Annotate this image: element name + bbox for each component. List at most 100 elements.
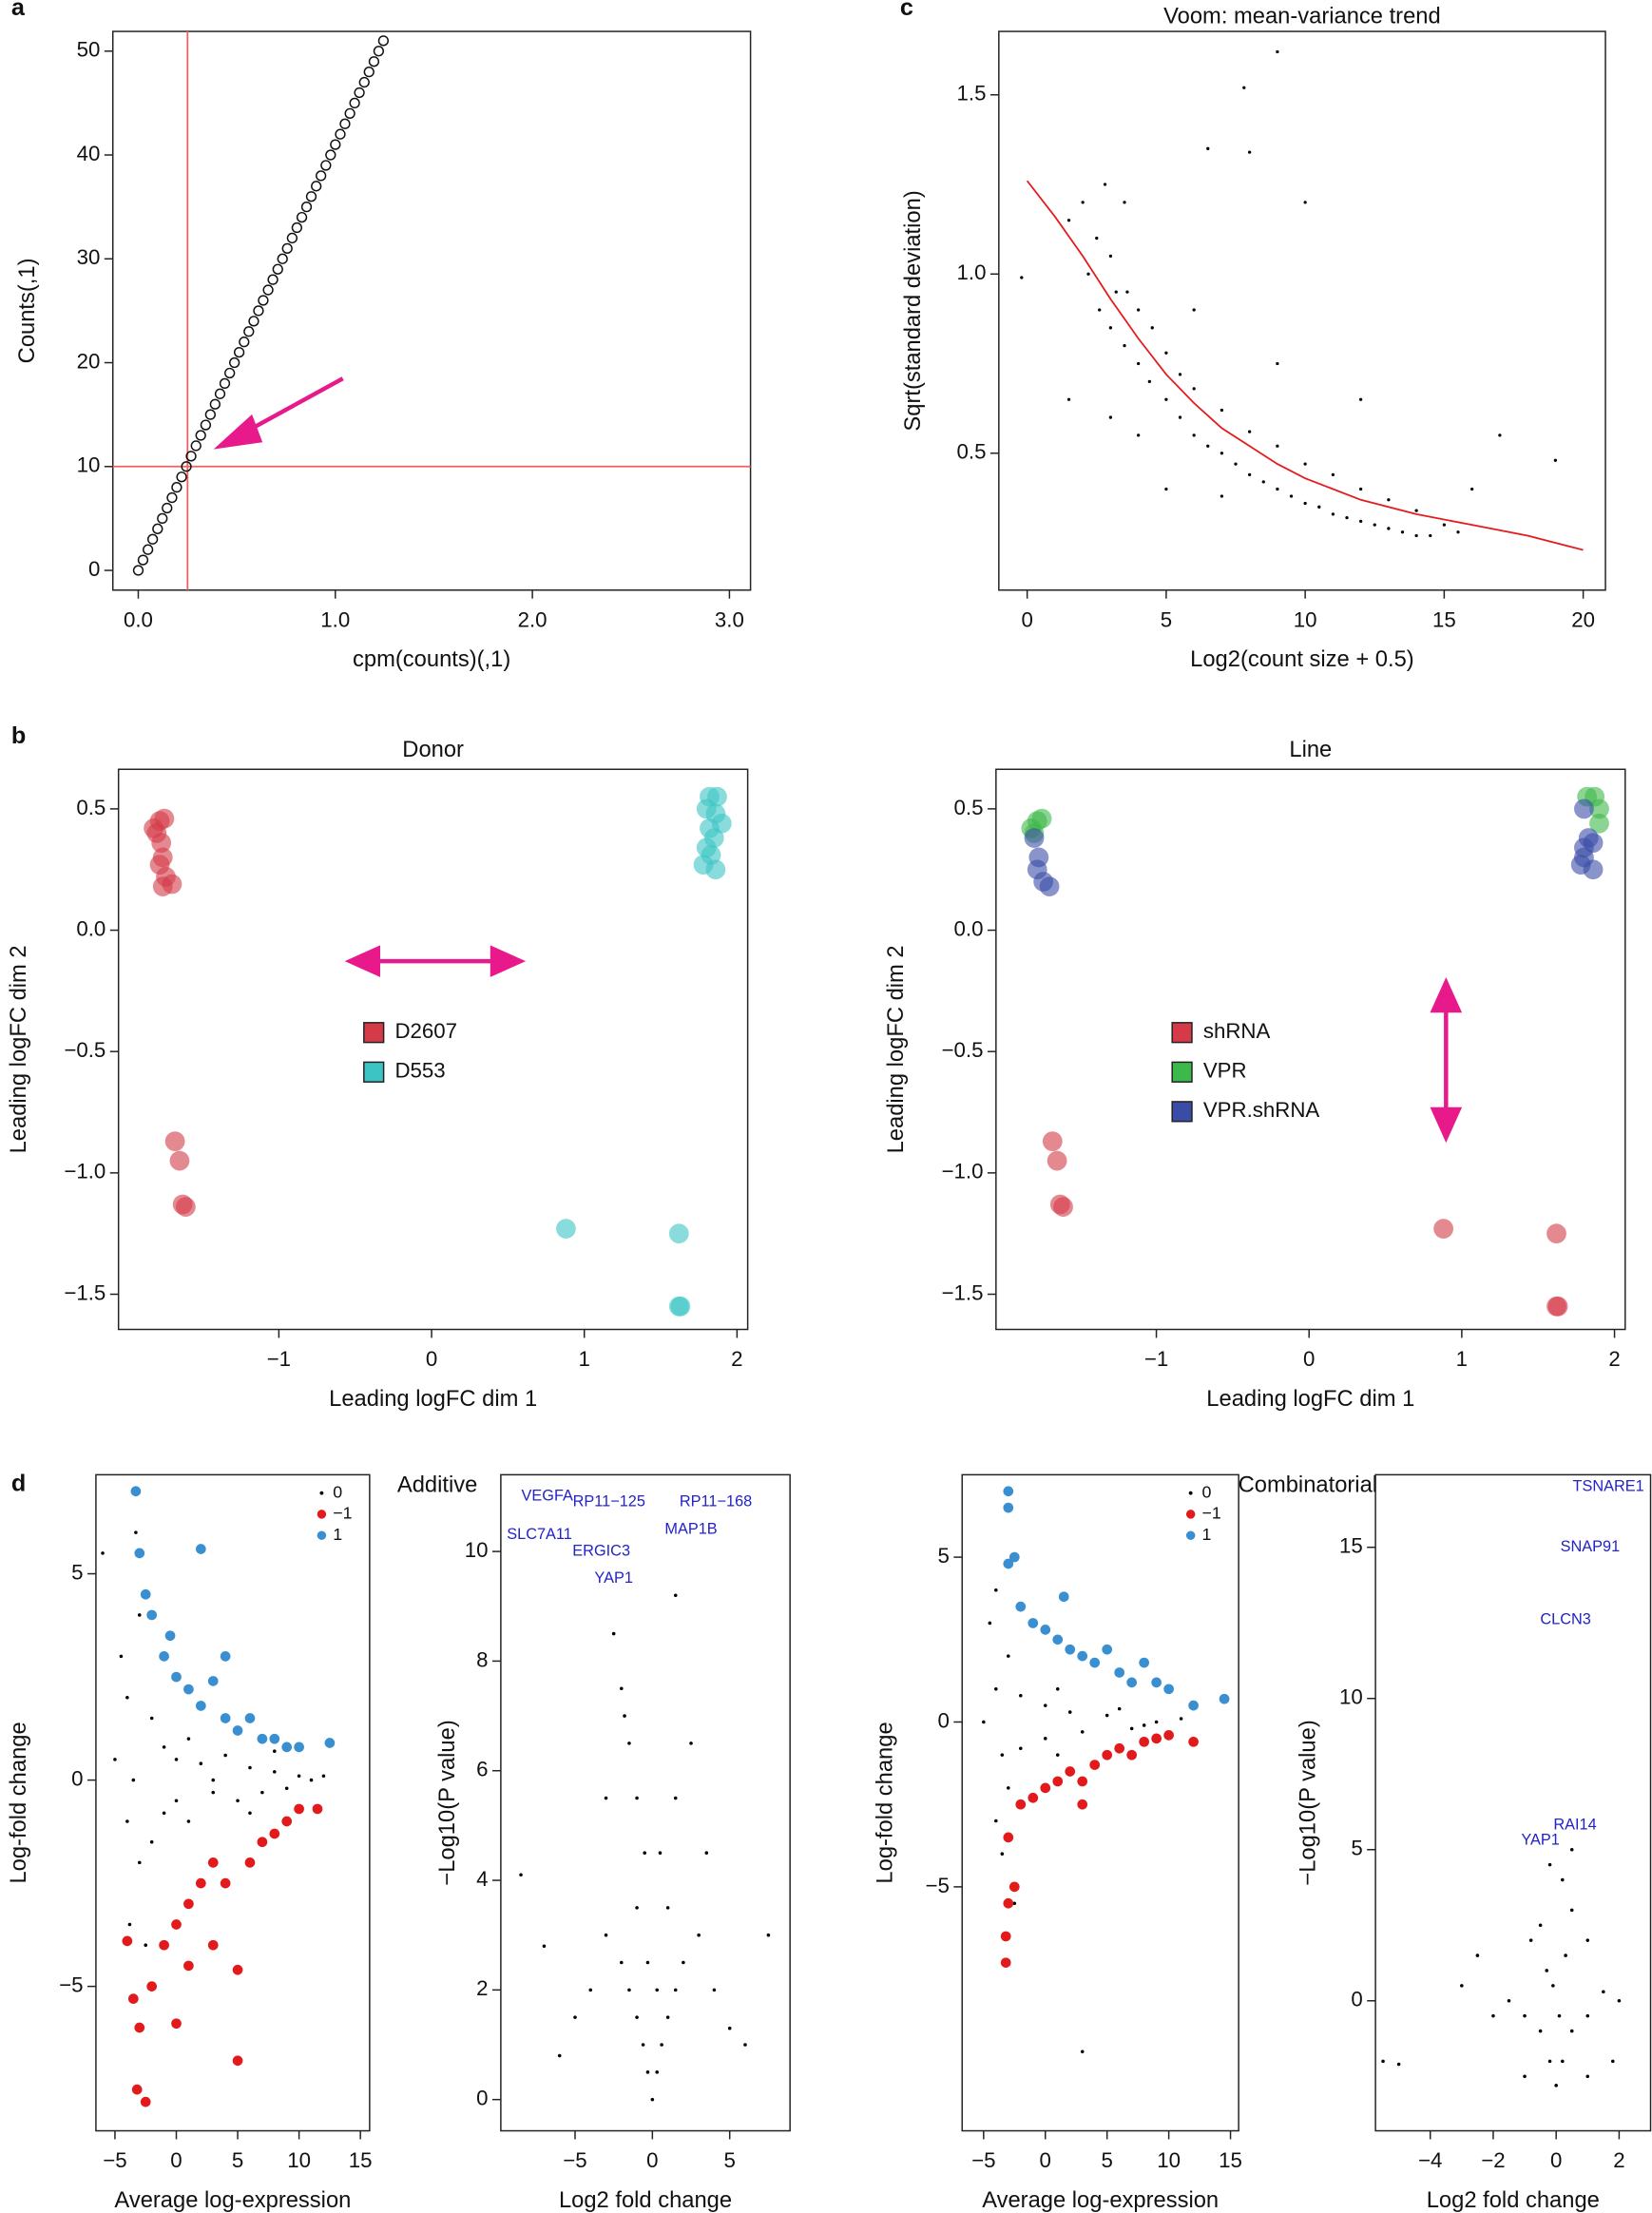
point	[291, 221, 303, 234]
point	[125, 1695, 129, 1700]
plot-frame	[111, 30, 752, 591]
point	[305, 191, 317, 202]
point	[101, 1551, 105, 1555]
point	[244, 1857, 256, 1868]
point	[152, 876, 173, 896]
x-tick-label: 10	[287, 2148, 311, 2172]
point	[257, 1837, 268, 1848]
point	[1491, 2013, 1495, 2018]
point	[154, 808, 175, 829]
point	[113, 1758, 117, 1761]
arrow-head	[490, 945, 527, 977]
y-tick-label: 0	[71, 1766, 83, 1790]
point	[673, 1796, 678, 1800]
point	[1359, 487, 1363, 491]
point	[175, 1197, 196, 1217]
point	[127, 1922, 132, 1927]
point	[281, 1816, 293, 1827]
point	[207, 1857, 219, 1868]
point	[1569, 1908, 1574, 1913]
point	[1089, 1760, 1101, 1770]
point	[1178, 373, 1182, 376]
point	[1000, 1957, 1011, 1968]
y-axis-label: Counts(,1)	[15, 259, 40, 364]
y-tick-label: 5	[1351, 1837, 1362, 1860]
x-tick-label: 0	[1550, 2148, 1562, 2172]
point	[1105, 1713, 1109, 1718]
point	[682, 1960, 685, 1965]
point	[1164, 351, 1168, 355]
point	[1077, 1776, 1088, 1787]
point	[316, 170, 327, 182]
point	[277, 253, 288, 264]
point	[232, 2055, 243, 2067]
point	[1150, 326, 1154, 330]
point	[1137, 433, 1141, 437]
point	[224, 367, 236, 379]
x-axis-label: Log2 fold change	[1427, 2188, 1600, 2213]
y-tick-label: 1.5	[957, 82, 987, 106]
point	[1123, 344, 1126, 348]
point	[1242, 86, 1246, 89]
point	[211, 1790, 216, 1795]
point	[273, 1749, 277, 1753]
point	[232, 1964, 243, 1975]
point	[127, 1993, 139, 2004]
point	[604, 1796, 608, 1800]
point	[176, 471, 187, 483]
point	[1151, 1677, 1162, 1688]
y-tick-label: 10	[1339, 1685, 1363, 1709]
point	[134, 2022, 145, 2033]
point	[1066, 219, 1071, 222]
point	[1129, 1726, 1134, 1731]
point	[1123, 201, 1126, 204]
point	[122, 1935, 133, 1947]
point	[1569, 1847, 1574, 1852]
point	[1585, 1938, 1590, 1942]
point	[125, 1819, 129, 1823]
panel: −4 −2 0 2 0 5 10 15 Log2 fold change −Log10(P val…	[1297, 1473, 1652, 2213]
panel-letter: c	[900, 0, 913, 21]
point	[1164, 487, 1168, 491]
legend-label: VPR.shRNA	[1203, 1098, 1320, 1122]
y-tick-label: 10	[465, 1538, 489, 1562]
point	[623, 1714, 626, 1718]
x-tick-label: −1	[1144, 1347, 1168, 1371]
y-axis-label: Log-fold change	[873, 1722, 897, 1883]
plot-frame	[500, 1473, 791, 2132]
point	[1137, 361, 1141, 366]
point	[286, 232, 298, 244]
x-tick-label: 1.0	[320, 607, 350, 631]
point	[1359, 519, 1363, 524]
point	[171, 1919, 182, 1930]
point	[220, 1651, 231, 1662]
x-tick-label: 2	[1608, 1347, 1620, 1371]
point	[195, 1544, 206, 1554]
point	[1507, 1998, 1511, 2003]
legend-label: −1	[333, 1504, 352, 1523]
point	[325, 149, 336, 161]
y-axis-label: −Log10(P value)	[435, 1720, 460, 1885]
point	[1139, 1657, 1149, 1668]
point	[1546, 1223, 1566, 1244]
point	[214, 388, 226, 399]
panel-letter: a	[11, 0, 26, 21]
point	[627, 1742, 631, 1745]
point	[174, 1758, 179, 1761]
legend-marker	[1185, 1510, 1196, 1519]
point	[727, 2026, 732, 2030]
point	[130, 1486, 142, 1497]
point	[556, 1219, 576, 1239]
y-tick-label: 50	[77, 38, 101, 62]
y-tick-label: 20	[77, 349, 101, 373]
point	[660, 2043, 663, 2047]
point	[339, 118, 351, 129]
point	[1003, 1558, 1014, 1569]
point	[1551, 1984, 1555, 1988]
gene-label: YAP1	[1521, 1832, 1560, 1849]
point	[1589, 799, 1609, 819]
point	[712, 1988, 717, 1992]
point	[146, 533, 159, 545]
point	[519, 1873, 523, 1877]
point	[281, 1742, 293, 1753]
